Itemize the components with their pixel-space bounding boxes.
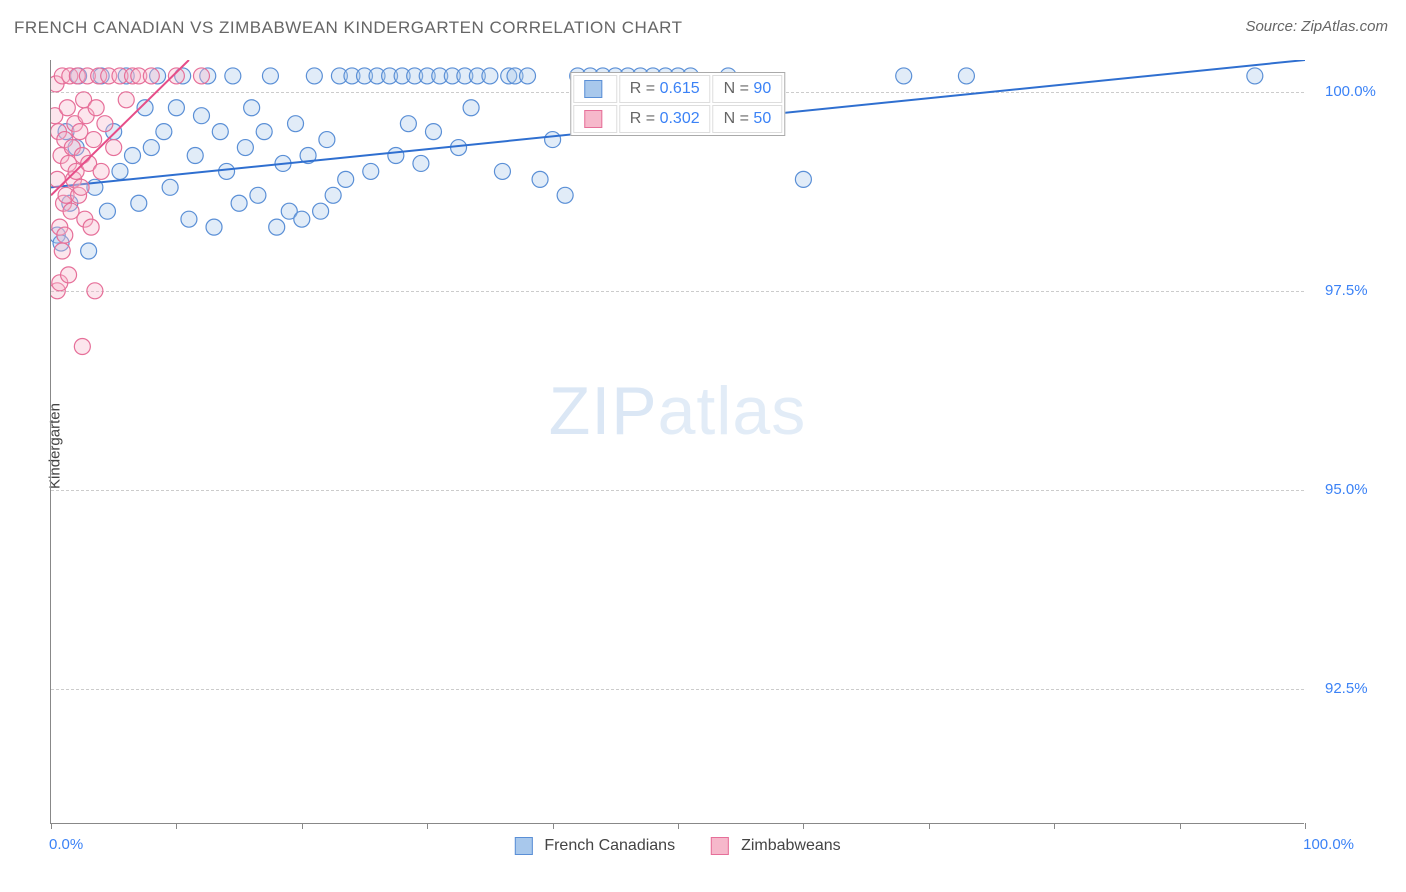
scatter-point bbox=[131, 195, 147, 211]
n-label: N = bbox=[724, 110, 749, 127]
scatter-point bbox=[206, 219, 222, 235]
scatter-point bbox=[99, 203, 115, 219]
scatter-point bbox=[237, 140, 253, 156]
legend-item: Zimbabweans bbox=[711, 837, 841, 855]
scatter-point bbox=[494, 163, 510, 179]
legend-label: French Canadians bbox=[544, 837, 675, 855]
n-label: N = bbox=[724, 80, 749, 97]
legend-swatch-pink bbox=[711, 837, 729, 855]
r-label: R = bbox=[630, 110, 655, 127]
legend-swatch-pink bbox=[584, 110, 602, 128]
legend-swatch-blue bbox=[514, 837, 532, 855]
scatter-point bbox=[532, 171, 548, 187]
x-axis-min-label: 0.0% bbox=[49, 836, 83, 853]
plot-area: ZIPatlas R = 0.615 N = 90 R = 0.302 N = … bbox=[50, 60, 1304, 824]
scatter-point bbox=[545, 132, 561, 148]
scatter-point bbox=[81, 243, 97, 259]
scatter-point bbox=[74, 339, 90, 355]
scatter-point bbox=[93, 163, 109, 179]
scatter-point bbox=[156, 124, 172, 140]
scatter-point bbox=[262, 68, 278, 84]
scatter-point bbox=[269, 219, 285, 235]
scatter-point bbox=[400, 116, 416, 132]
y-tick-label: 97.5% bbox=[1325, 282, 1368, 299]
scatter-point bbox=[83, 219, 99, 235]
scatter-point bbox=[256, 124, 272, 140]
scatter-point bbox=[338, 171, 354, 187]
scatter-point bbox=[520, 68, 536, 84]
scatter-point bbox=[162, 179, 178, 195]
source-attribution: Source: ZipAtlas.com bbox=[1245, 18, 1388, 35]
n-value: 50 bbox=[753, 110, 771, 127]
y-tick-label: 95.0% bbox=[1325, 481, 1368, 498]
scatter-point bbox=[168, 68, 184, 84]
scatter-point bbox=[557, 187, 573, 203]
scatter-point bbox=[125, 148, 141, 164]
legend-stats-row: R = 0.615 N = 90 bbox=[573, 75, 782, 103]
scatter-point bbox=[193, 68, 209, 84]
scatter-point bbox=[73, 179, 89, 195]
scatter-point bbox=[231, 195, 247, 211]
scatter-point bbox=[61, 267, 77, 283]
legend-bottom: French Canadians Zimbabweans bbox=[514, 837, 840, 855]
legend-label: Zimbabweans bbox=[741, 837, 841, 855]
scatter-point bbox=[219, 163, 235, 179]
scatter-point bbox=[958, 68, 974, 84]
scatter-point bbox=[451, 140, 467, 156]
scatter-point bbox=[313, 203, 329, 219]
scatter-point bbox=[288, 116, 304, 132]
scatter-point bbox=[97, 116, 113, 132]
x-tick bbox=[1305, 823, 1306, 829]
scatter-point bbox=[212, 124, 228, 140]
legend-stats-box: R = 0.615 N = 90 R = 0.302 N = 50 bbox=[570, 72, 785, 136]
scatter-point bbox=[143, 140, 159, 156]
scatter-point bbox=[112, 163, 128, 179]
scatter-point bbox=[225, 68, 241, 84]
scatter-point bbox=[57, 227, 73, 243]
scatter-point bbox=[413, 155, 429, 171]
scatter-point bbox=[143, 68, 159, 84]
scatter-point bbox=[187, 148, 203, 164]
scatter-point bbox=[244, 100, 260, 116]
scatter-point bbox=[118, 92, 134, 108]
scatter-point bbox=[168, 100, 184, 116]
x-axis-max-label: 100.0% bbox=[1303, 836, 1354, 853]
scatter-point bbox=[482, 68, 498, 84]
scatter-point bbox=[106, 140, 122, 156]
scatter-point bbox=[896, 68, 912, 84]
scatter-point bbox=[181, 211, 197, 227]
legend-item: French Canadians bbox=[514, 837, 675, 855]
chart-title: FRENCH CANADIAN VS ZIMBABWEAN KINDERGART… bbox=[14, 18, 683, 38]
scatter-point bbox=[363, 163, 379, 179]
scatter-point bbox=[795, 171, 811, 187]
scatter-point bbox=[306, 68, 322, 84]
r-label: R = bbox=[630, 80, 655, 97]
y-tick-label: 92.5% bbox=[1325, 680, 1368, 697]
scatter-point bbox=[294, 211, 310, 227]
scatter-point bbox=[250, 187, 266, 203]
scatter-point bbox=[87, 283, 103, 299]
y-tick-label: 100.0% bbox=[1325, 83, 1376, 100]
scatter-point bbox=[325, 187, 341, 203]
scatter-point bbox=[59, 100, 75, 116]
scatter-point bbox=[193, 108, 209, 124]
chart-container: FRENCH CANADIAN VS ZIMBABWEAN KINDERGART… bbox=[0, 0, 1406, 892]
scatter-point bbox=[1247, 68, 1263, 84]
scatter-point bbox=[319, 132, 335, 148]
scatter-svg bbox=[51, 60, 1305, 824]
r-value: 0.302 bbox=[660, 110, 700, 127]
n-value: 90 bbox=[753, 80, 771, 97]
r-value: 0.615 bbox=[660, 80, 700, 97]
legend-swatch-blue bbox=[584, 80, 602, 98]
scatter-point bbox=[51, 171, 65, 187]
scatter-point bbox=[425, 124, 441, 140]
scatter-point bbox=[54, 243, 70, 259]
scatter-point bbox=[463, 100, 479, 116]
scatter-point bbox=[88, 100, 104, 116]
scatter-point bbox=[388, 148, 404, 164]
legend-stats-row: R = 0.302 N = 50 bbox=[573, 105, 782, 133]
scatter-point bbox=[86, 132, 102, 148]
